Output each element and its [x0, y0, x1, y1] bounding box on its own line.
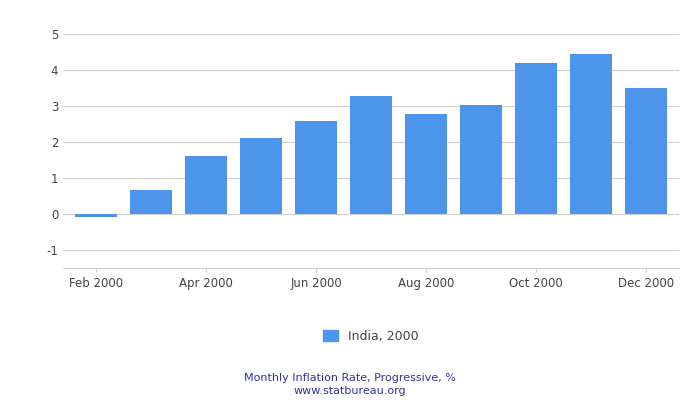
Text: Monthly Inflation Rate, Progressive, %: Monthly Inflation Rate, Progressive, % [244, 373, 456, 383]
Text: www.statbureau.org: www.statbureau.org [294, 386, 406, 396]
Bar [405, 114, 447, 214]
Bar [570, 54, 612, 214]
Bar [295, 122, 337, 214]
Bar [186, 156, 227, 214]
Bar [130, 190, 172, 214]
Bar [625, 88, 666, 214]
Bar [76, 214, 117, 216]
Legend: India, 2000: India, 2000 [323, 330, 419, 343]
Bar [240, 138, 281, 214]
Bar [515, 63, 557, 214]
Bar [461, 105, 502, 214]
Bar [351, 96, 391, 214]
